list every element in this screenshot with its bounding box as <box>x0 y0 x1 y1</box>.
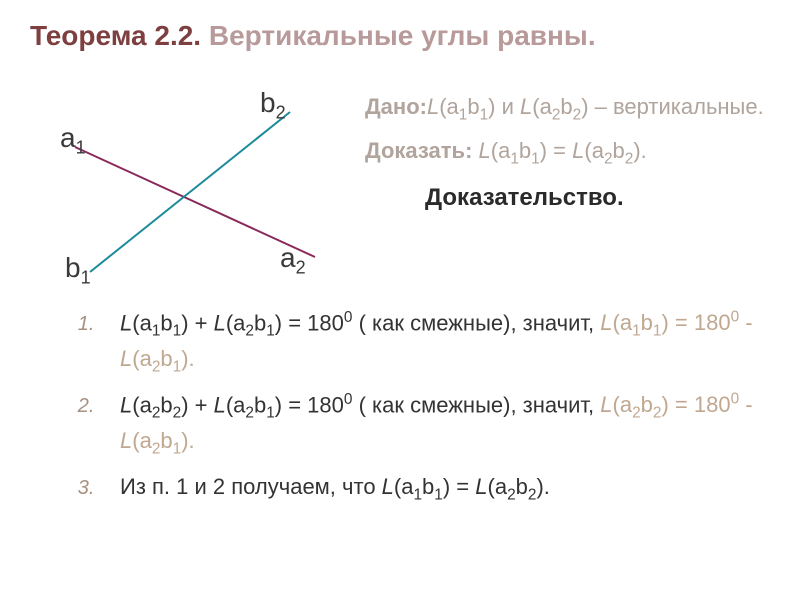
content-row: a1 b2 b1 a2 Дано:L(a1b1) и L(a2b2) – вер… <box>30 67 770 287</box>
statement-block: Дано:L(a1b1) и L(a2b2) – вертикальные. Д… <box>365 67 770 287</box>
diagram: a1 b2 b1 a2 <box>30 67 350 287</box>
label-a1: a1 <box>60 122 86 159</box>
proof-heading: Доказательство. <box>425 184 770 212</box>
theorem-title: Теорема 2.2. Вертикальные углы равны. <box>30 20 770 52</box>
given-text: Дано:L(a1b1) и L(a2b2) – вертикальные. <box>385 92 770 126</box>
slide: Теорема 2.2. Вертикальные углы равны. a1… <box>0 0 800 600</box>
line-a <box>75 147 315 257</box>
proof-step-1: L(a1b1) + L(a2b1) = 1800 ( как смежные),… <box>100 307 770 379</box>
title-main: Теорема 2.2. <box>30 20 201 51</box>
proof-step-2: L(a2b2) + L(a2b1) = 1800 ( как смежные),… <box>100 389 770 461</box>
proof-list: L(a1b1) + L(a2b1) = 1800 ( как смежные),… <box>30 307 770 506</box>
prove-text: Доказать: L(a1b1) = L(a2b2). <box>365 134 770 171</box>
label-a2: a2 <box>280 242 306 279</box>
proof-step-3: Из п. 1 и 2 получаем, что L(a1b1) = L(a2… <box>100 471 770 507</box>
title-sub: Вертикальные углы равны. <box>209 20 596 51</box>
label-b1: b1 <box>65 252 91 289</box>
label-b2: b2 <box>260 87 286 124</box>
line-b <box>90 112 290 272</box>
